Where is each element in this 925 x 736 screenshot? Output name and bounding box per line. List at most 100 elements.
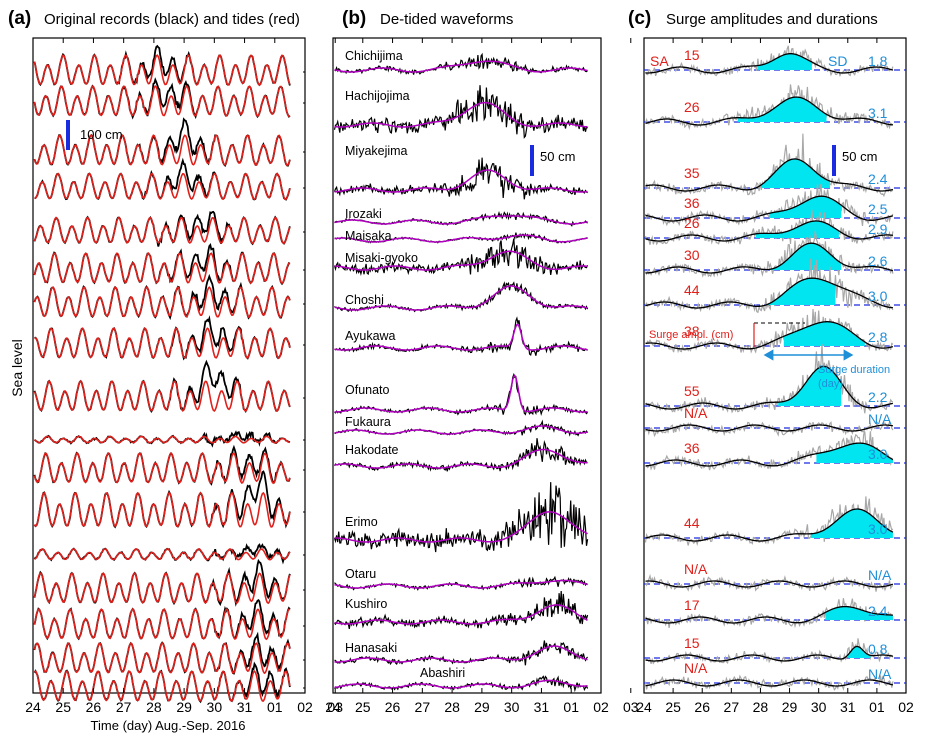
surge-amplitude-value: 36: [684, 195, 700, 211]
panel-b-title: De-tided waveforms: [380, 11, 513, 28]
tide-trace: [33, 491, 291, 528]
record-trace: [33, 359, 291, 414]
surge-envelope: [645, 220, 894, 242]
x-tick-label: 31: [840, 699, 856, 715]
tide-trace: [33, 608, 291, 641]
x-tick-label: 28: [146, 699, 162, 715]
surge-envelope: [645, 679, 894, 687]
station-label: Kushiro: [345, 597, 387, 611]
x-tick-label: 30: [207, 699, 223, 715]
panel-b-tag: (b): [342, 8, 366, 29]
x-tick-label: 25: [665, 699, 681, 715]
surge-amplitude-value: 55: [684, 383, 700, 399]
panel-b-frame: [332, 37, 602, 694]
surge-amplitude-value: 38: [684, 323, 700, 339]
smoothed-trace: [334, 285, 588, 311]
surge-area: [816, 443, 893, 463]
tide-trace: [33, 216, 291, 245]
detided-trace: [333, 85, 589, 139]
tide-trace: [33, 452, 291, 485]
raw-surge-trace: [644, 84, 894, 131]
tide-trace: [34, 670, 291, 702]
x-tick-label: 03: [327, 699, 343, 715]
panel-c-scalebar-label: 50 cm: [842, 149, 877, 164]
x-tick-label: 31: [534, 699, 550, 715]
detided-trace: [333, 438, 588, 472]
surge-amplitude-value: N/A: [684, 561, 708, 577]
surge-amplitude-value: 36: [684, 440, 700, 456]
tide-trace: [33, 134, 291, 167]
station-label: Irozaki: [345, 207, 382, 221]
surge-envelope: [645, 645, 894, 662]
surge-area: [737, 97, 827, 122]
smoothed-trace: [334, 250, 588, 271]
raw-surge-trace: [644, 420, 894, 438]
surge-duration-label: Surge duration: [818, 364, 890, 376]
raw-surge-trace: [644, 230, 894, 278]
x-tick-label: 24: [25, 699, 41, 715]
smoothed-trace: [334, 425, 588, 435]
surge-area: [847, 646, 871, 658]
surge-area: [757, 53, 812, 70]
tide-trace: [33, 54, 291, 87]
x-axis-label: Time (day) Aug.-Sep. 2016: [91, 718, 246, 733]
x-tick-label: 29: [782, 699, 798, 715]
surge-envelope: [645, 158, 894, 192]
raw-surge-trace: [644, 209, 894, 246]
surge-amplitude-value: 15: [684, 635, 700, 651]
panel-c-sd-header: SD: [828, 53, 847, 69]
surge-envelope: [645, 508, 894, 542]
surge-envelope: [645, 53, 894, 74]
tide-trace: [33, 642, 291, 675]
station-label: Abashiri: [420, 666, 465, 680]
surge-envelope: [645, 365, 894, 410]
smoothed-trace: [334, 511, 588, 543]
surge-duration-value: 3.0: [868, 446, 888, 462]
surge-duration-value: N/A: [868, 411, 892, 427]
smoothed-trace: [334, 60, 588, 73]
panel-b-traces: Chichijima Hachijojima Miyakejima Irozaki Ma…: [333, 49, 589, 693]
tide-trace: [34, 548, 291, 561]
panel-c-title: Surge amplitudes and durations: [666, 11, 878, 28]
panel-c-frame: [643, 37, 907, 694]
surge-area: [783, 321, 865, 346]
tide-trace: [34, 435, 291, 444]
tide-trace: [33, 572, 291, 605]
surge-area: [769, 196, 842, 218]
surge-area: [761, 158, 830, 188]
surge-duration-value: 2.2: [868, 389, 888, 405]
tide-trace: [34, 172, 291, 201]
tide-trace: [33, 85, 291, 118]
surge-amplitude-value: N/A: [684, 660, 708, 676]
x-tick-label: 25: [55, 699, 71, 715]
surge-duration-unit: (day): [818, 378, 843, 390]
surge-amplitude-value: 17: [684, 597, 700, 613]
x-tick-label: 02: [593, 699, 609, 715]
tide-trace: [34, 327, 291, 359]
x-tick-label: 01: [869, 699, 885, 715]
x-tick-label: 01: [563, 699, 579, 715]
surge-duration-value: N/A: [868, 567, 892, 583]
raw-surge-trace: [645, 431, 894, 471]
station-label: Hachijojima: [345, 89, 410, 103]
smoothed-trace: [334, 679, 588, 689]
surge-ampl-annotation: Surge ampl. (cm): [649, 329, 733, 341]
panel-b-scalebar-label: 50 cm: [540, 149, 575, 164]
surge-duration-value: 3.0: [868, 288, 888, 304]
station-label: Ayukawa: [345, 329, 396, 343]
surge-amplitude-value: 44: [684, 515, 700, 531]
station-label: Maisaka: [345, 229, 392, 243]
x-tick-label: 24: [636, 699, 652, 715]
surge-envelope: [645, 195, 894, 222]
panel-a-tag: (a): [8, 8, 31, 29]
x-tick-label: 02: [898, 699, 914, 715]
surge-duration-value: 2.8: [868, 329, 888, 345]
surge-duration-value: N/A: [868, 666, 892, 682]
surge-duration-value: 2.9: [868, 221, 888, 237]
station-label: Chichijima: [345, 49, 403, 63]
detided-trace: [334, 590, 589, 630]
raw-surge-trace: [644, 258, 894, 314]
surge-duration-value: 3.1: [868, 105, 888, 121]
